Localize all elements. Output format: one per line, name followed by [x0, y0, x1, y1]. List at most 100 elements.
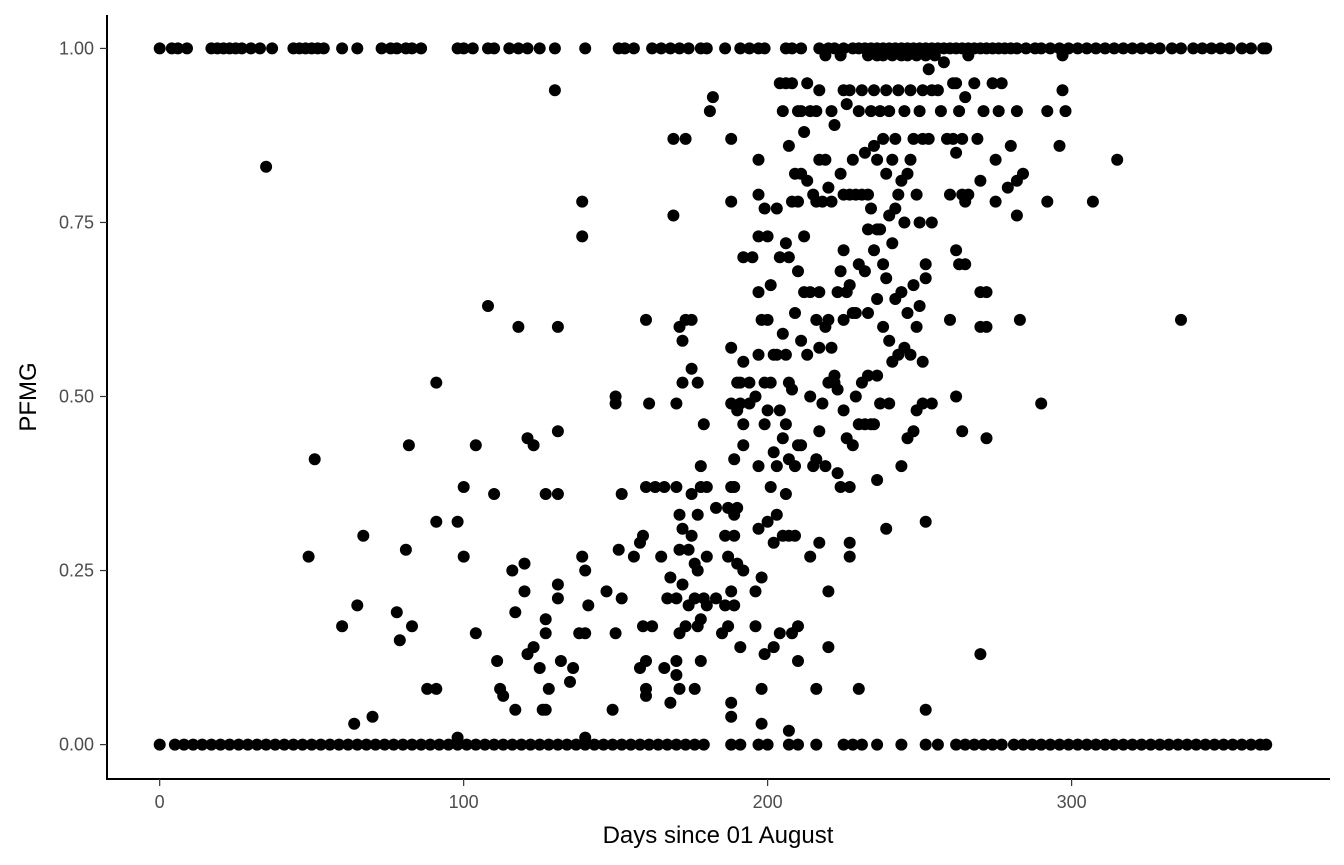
data-point-165	[615, 738, 628, 751]
data-point-150	[478, 738, 491, 751]
data-point-299	[640, 313, 652, 326]
data-point-384	[737, 251, 750, 264]
data-point-453	[792, 195, 804, 208]
data-point-405	[755, 717, 768, 730]
data-point-240	[430, 515, 443, 528]
points-layer	[153, 42, 1273, 751]
data-point-373	[728, 481, 741, 493]
data-point-436	[779, 418, 792, 431]
data-point-398	[752, 286, 765, 299]
data-point-410	[761, 230, 774, 243]
data-point-584	[895, 286, 908, 299]
data-point-490	[819, 460, 832, 473]
data-point-438	[782, 139, 795, 152]
data-point-408	[758, 418, 771, 431]
data-point-671	[1059, 105, 1072, 118]
data-point-369	[725, 585, 738, 598]
data-point-158	[551, 738, 564, 751]
data-point-635	[956, 132, 969, 145]
data-point-420	[767, 641, 780, 654]
data-point-415	[764, 376, 777, 389]
y-ticks: 0.00 0.25 0.50 0.75 1.00	[59, 38, 107, 755]
data-point-606	[916, 84, 929, 97]
data-point-334	[685, 313, 698, 326]
data-point-502	[831, 286, 844, 299]
data-point-355	[706, 91, 719, 104]
data-point-612	[919, 272, 932, 285]
data-point-363	[722, 620, 735, 633]
data-point-112	[1245, 42, 1257, 55]
data-point-586	[898, 105, 911, 118]
data-point-288	[609, 627, 622, 640]
data-point-3	[181, 42, 193, 55]
data-point-561	[877, 132, 890, 145]
data-point-450	[789, 460, 801, 473]
data-point-411	[761, 313, 774, 326]
data-point-620	[928, 49, 941, 62]
data-point-508	[834, 481, 847, 493]
data-point-413	[761, 515, 774, 528]
data-point-557	[874, 105, 887, 118]
data-point-145	[433, 738, 446, 751]
data-point-144	[424, 738, 437, 751]
data-point-629	[950, 77, 963, 90]
data-point-348	[694, 655, 707, 667]
data-point-136	[351, 738, 364, 751]
data-point-554	[871, 293, 884, 305]
data-point-227	[336, 620, 349, 633]
data-point-630	[950, 146, 963, 159]
data-point-619	[925, 397, 938, 410]
data-point-185	[871, 738, 884, 751]
data-point-463	[798, 230, 811, 243]
data-point-394	[749, 620, 762, 633]
data-point-454	[792, 265, 804, 278]
data-point-231	[366, 710, 379, 723]
data-point-264	[539, 703, 552, 716]
data-point-513	[837, 404, 850, 417]
data-point-504	[831, 467, 844, 480]
data-point-196	[1017, 738, 1029, 751]
data-point-239	[430, 376, 443, 389]
data-point-383	[734, 641, 747, 654]
data-point-124	[241, 738, 254, 751]
data-point-340	[688, 682, 701, 695]
data-point-429	[776, 105, 789, 118]
data-point-218	[1217, 738, 1230, 751]
data-point-613	[919, 515, 932, 528]
data-point-130	[296, 738, 309, 751]
data-point-481	[813, 286, 826, 299]
data-point-215	[1190, 738, 1203, 751]
data-point-487	[819, 49, 832, 62]
data-point-608	[916, 355, 929, 368]
data-point-564	[880, 84, 893, 97]
data-point-245	[469, 439, 482, 452]
data-point-431	[776, 432, 789, 445]
data-point-558	[874, 223, 887, 236]
data-point-351	[700, 481, 713, 493]
data-point-610	[919, 49, 932, 62]
data-point-214	[1181, 738, 1194, 751]
data-point-633	[953, 105, 966, 118]
data-point-331	[679, 620, 692, 633]
data-point-209	[1135, 738, 1148, 751]
data-point-663	[1013, 313, 1026, 326]
data-point-451	[789, 529, 801, 542]
data-point-324	[673, 682, 686, 695]
data-point-456	[792, 620, 804, 633]
data-point-321	[673, 508, 686, 521]
data-point-23	[390, 42, 403, 55]
data-point-166	[624, 738, 637, 751]
data-point-541	[862, 223, 874, 236]
data-point-115	[153, 738, 166, 751]
data-point-492	[822, 313, 835, 326]
data-point-589	[901, 49, 914, 62]
data-point-653	[986, 77, 999, 90]
data-point-32	[503, 42, 516, 55]
data-point-118	[187, 738, 200, 751]
data-point-461	[795, 439, 808, 452]
data-point-656	[992, 105, 1005, 118]
y-tick-label: 0.50	[59, 387, 94, 407]
data-point-126	[260, 738, 273, 751]
data-point-163	[597, 738, 610, 751]
data-point-655	[989, 195, 1002, 208]
